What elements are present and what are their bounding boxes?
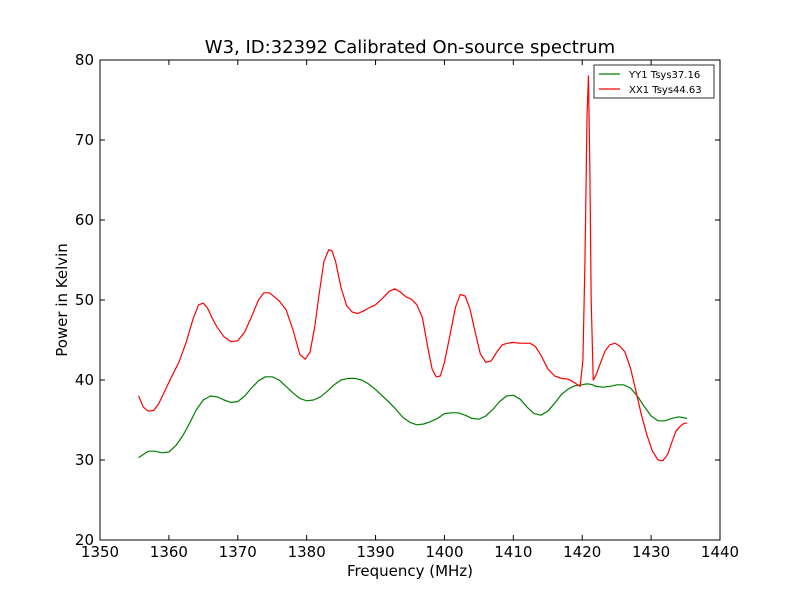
legend: YY1 Tsys37.16 XX1 Tsys44.63 — [593, 64, 715, 99]
y-tick-label: 70 — [75, 131, 94, 149]
legend-box — [593, 64, 715, 99]
x-tick-label: 1440 — [701, 543, 739, 561]
legend-label-yy1: YY1 Tsys37.16 — [628, 70, 700, 81]
y-tick-label: 40 — [75, 371, 94, 389]
x-tick-label: 1360 — [150, 543, 188, 561]
series-line-yy1 — [138, 376, 688, 459]
y-tick-label: 60 — [75, 211, 94, 229]
y-tick-label: 20 — [75, 531, 94, 549]
x-tick-label: 1370 — [219, 543, 257, 561]
ticks-layer: 1350 1360 1370 1380 1390 1400 1410 1420 1430 1440… — [75, 51, 739, 561]
x-tick-label: 1400 — [425, 543, 463, 561]
x-tick-label: 1350 — [81, 543, 119, 561]
chart-title: W3, ID:32392 Calibrated On-source spectr… — [205, 37, 615, 58]
y-tick-label: 50 — [75, 291, 94, 309]
series-line-xx1 — [138, 75, 687, 462]
y-tick-label: 80 — [75, 51, 94, 69]
legend-label-xx1: XX1 Tsys44.63 — [629, 85, 702, 96]
y-tick-label: 30 — [75, 451, 94, 469]
x-axis-label: Frequency (MHz) — [347, 562, 473, 580]
y-axis-label: Power in Kelvin — [53, 243, 71, 357]
x-tick-label: 1410 — [494, 543, 532, 561]
x-tick-label: 1380 — [288, 543, 326, 561]
x-tick-label: 1390 — [356, 543, 394, 561]
series-layer — [138, 75, 688, 462]
x-tick-label: 1430 — [632, 543, 670, 561]
x-tick-label: 1420 — [563, 543, 601, 561]
